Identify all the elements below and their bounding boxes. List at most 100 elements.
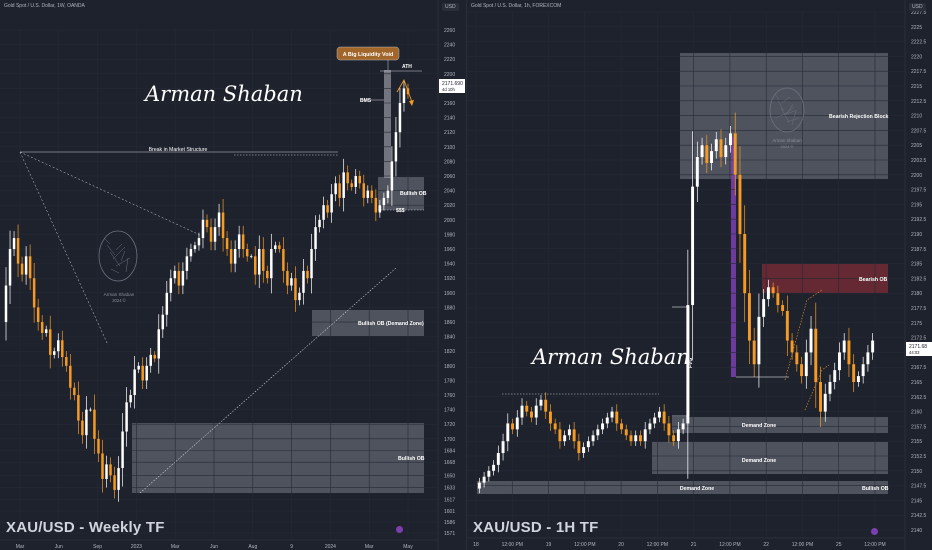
y-tick-label: 2215 <box>911 84 922 90</box>
candle-body <box>177 270 181 286</box>
weekly-watermark: XAU/USD - Weekly TF <box>6 519 165 536</box>
hourly-currency-label[interactable]: USD <box>909 3 926 11</box>
price-tag-sub: 4d 10h <box>442 87 455 92</box>
candle-body <box>601 423 605 430</box>
candle-body <box>225 238 229 250</box>
brain-logo-year: 2024 © <box>112 298 126 303</box>
candle-body <box>85 409 88 436</box>
candle-body <box>624 429 628 436</box>
brain-logo-stroke <box>774 109 798 119</box>
price-tag-value: 2171.690 <box>442 81 463 87</box>
y-tick-label: 2177.5 <box>911 306 927 312</box>
purple-bar <box>731 137 736 377</box>
candle-body <box>828 382 832 394</box>
candle-body <box>282 249 285 271</box>
candle-body <box>89 409 92 411</box>
candle-body <box>61 340 64 358</box>
candle-body <box>800 364 804 377</box>
price-tag-value: 2171.68 <box>909 344 927 350</box>
hourly-chart-panel[interactable]: 2227.5 2225 2222.5 2220 2217.5 2215 2212.5 2210… <box>467 0 932 550</box>
candle-body <box>125 402 128 432</box>
x-tick-label: 12:00 PM <box>502 542 523 548</box>
candle-body <box>814 328 818 382</box>
weekly-currency-label[interactable]: USD <box>442 3 459 11</box>
candle-body <box>36 307 40 323</box>
y-tick-label: 2150 <box>911 469 922 475</box>
candle-body <box>700 145 704 158</box>
y-tick-label: 2200 <box>911 173 922 179</box>
y-tick-label: 2202.5 <box>911 158 927 164</box>
candle-body <box>804 352 808 377</box>
y-tick-label: 1601 <box>444 509 455 515</box>
y-tick-label: 1860 <box>444 320 455 326</box>
candle-body <box>852 364 856 382</box>
candle-body <box>101 453 104 479</box>
candle-body <box>40 322 44 333</box>
y-tick-label: 2220 <box>444 57 455 63</box>
candle-body <box>762 299 766 317</box>
candle-body <box>322 205 325 220</box>
trend-line-upper <box>19 151 201 236</box>
weekly-chart-panel[interactable]: 2260224022202200218021602140212021002080… <box>0 0 467 550</box>
y-tick-label: 2175 <box>911 321 922 327</box>
fvg-label: FVG <box>688 358 694 368</box>
candle-body <box>695 157 699 187</box>
candle-body <box>743 234 747 294</box>
candle-body <box>567 429 571 436</box>
brain-logo-stroke <box>125 257 129 273</box>
x-tick-label: 12:00 PM <box>719 542 740 548</box>
y-tick-label: 1571 <box>444 531 455 537</box>
candle-body <box>370 190 374 198</box>
candle-body <box>719 139 723 158</box>
candle-body <box>8 249 12 286</box>
brain-logo-stroke <box>781 96 791 104</box>
brain-logo-stroke <box>103 237 111 245</box>
candle-body <box>233 249 237 264</box>
tradingview-logo-icon[interactable] <box>871 528 878 535</box>
candle-body <box>266 270 269 279</box>
y-tick-label: 1920 <box>444 276 455 282</box>
y-tick-label: 1980 <box>444 232 455 238</box>
candle-body <box>290 278 293 286</box>
break-structure-label: Break in Market Structure <box>149 147 208 153</box>
y-tick-label: 1586 <box>444 520 455 526</box>
candle-body <box>591 435 595 442</box>
candle-body <box>657 411 661 418</box>
dollars-label: $$$ <box>396 208 405 214</box>
candle-body <box>77 395 80 421</box>
candle-body <box>201 219 205 239</box>
candle-body <box>558 429 562 442</box>
y-tick-label: 2080 <box>444 159 455 165</box>
hourly-symbol-line: Gold Spot / U.S. Dollar, 1h, FOREXCOM <box>471 3 562 9</box>
candle-body <box>823 393 827 412</box>
y-tick-label: 2100 <box>444 145 455 151</box>
y-tick-label: 2222.5 <box>911 40 927 46</box>
candle-body <box>837 352 841 371</box>
x-tick-label: 18 <box>473 542 479 548</box>
hourly-chart-svg[interactable]: 2227.522252222.522202217.522152212.52210… <box>467 0 932 550</box>
candle-body <box>274 245 277 250</box>
y-tick-label: 2020 <box>444 203 455 209</box>
brain-logo-stroke <box>110 268 120 274</box>
tradingview-logo-icon[interactable] <box>396 526 403 533</box>
weekly-chart-svg[interactable]: 2260224022202200218021602140212021002080… <box>0 0 466 550</box>
hourly-watermark: XAU/USD - 1H TF <box>473 519 599 536</box>
y-tick-label: 2240 <box>444 43 455 49</box>
x-tick-label: 12:00 PM <box>864 542 885 548</box>
candle-body <box>53 351 56 355</box>
brain-logo-stroke <box>115 243 123 251</box>
candle-body <box>241 234 245 250</box>
candle-body <box>105 464 108 479</box>
y-tick-label: 2182.5 <box>911 276 927 282</box>
candle-body <box>691 186 695 306</box>
y-tick-label: 1780 <box>444 378 455 384</box>
candle-body <box>515 417 519 430</box>
candle-body <box>492 464 496 471</box>
candle-body <box>525 405 529 412</box>
y-tick-label: 2152.5 <box>911 454 927 460</box>
liquidity-void-callout <box>336 46 400 61</box>
y-tick-label: 1900 <box>444 291 455 297</box>
candle-body <box>133 369 136 396</box>
y-tick-label: 2040 <box>444 189 455 195</box>
candle-body <box>548 411 552 424</box>
